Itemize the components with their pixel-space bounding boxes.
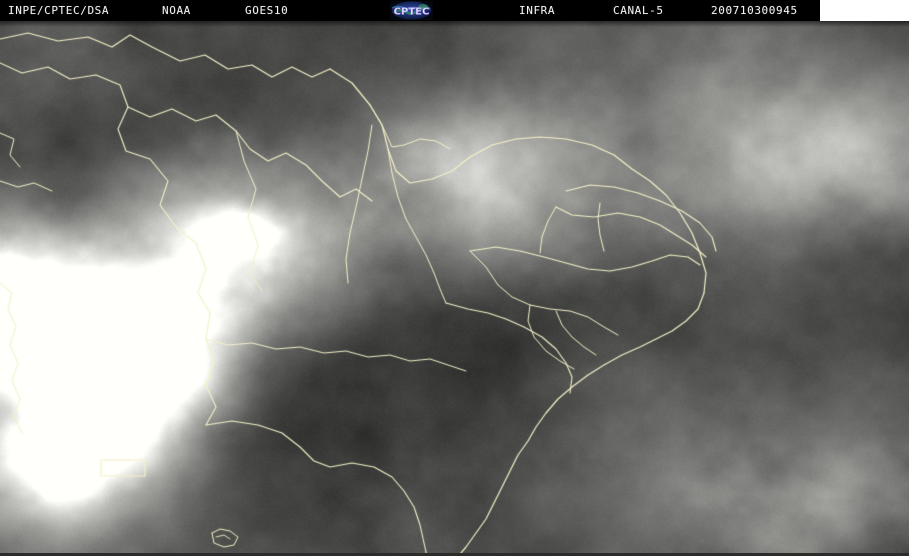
header-filler [820,0,909,21]
cptec-logo-icon: CPTEC [390,1,433,20]
svg-text:CPTEC: CPTEC [394,7,430,18]
header-satellite-label: GOES10 [245,4,289,17]
header-channel-type-label: INFRA [519,4,556,17]
infrared-imagery-canvas [0,21,909,556]
header-institute-label: INPE/CPTEC/DSA [8,4,110,17]
header-channel-label: CANAL-5 [613,4,664,17]
header-timestamp-label: 200710300945 [711,4,798,17]
header-agency-label: NOAA [162,4,191,17]
satellite-image-area [0,21,909,556]
